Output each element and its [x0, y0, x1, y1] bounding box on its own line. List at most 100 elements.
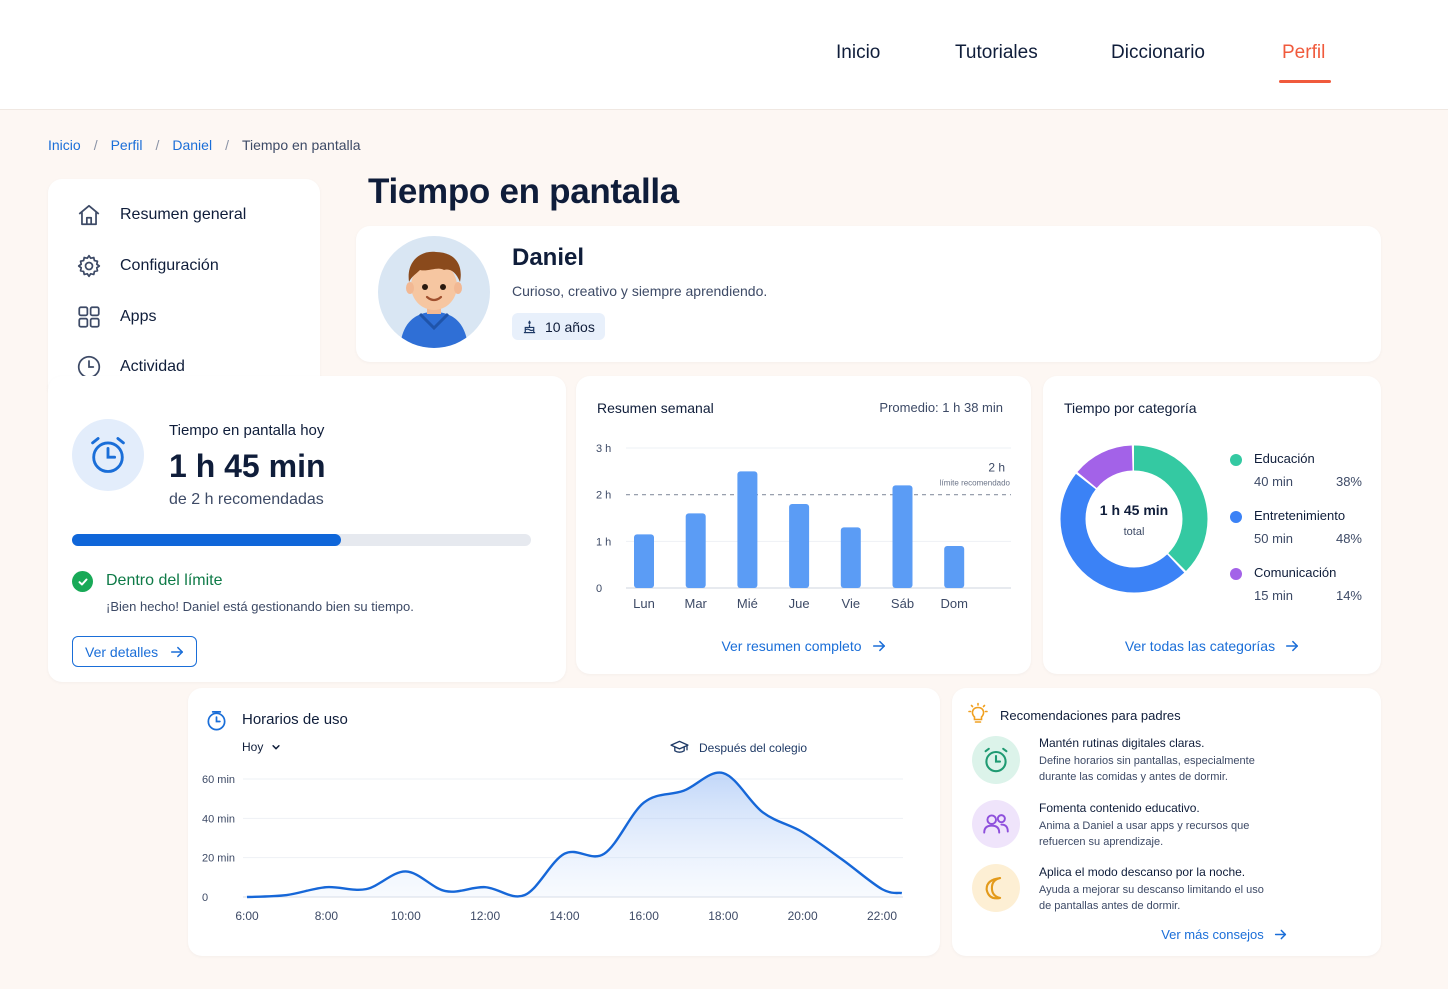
legend-name: Comunicación — [1254, 565, 1337, 580]
profile-card: Daniel Curioso, creativo y siempre apren… — [356, 226, 1381, 362]
nav-perfil[interactable]: Perfil — [1282, 42, 1326, 63]
donut-center-value: 1 h 45 min — [1099, 502, 1169, 518]
rec-line: Define horarios sin pantallas, especialm… — [1039, 755, 1255, 767]
today-screen-time-card: Tiempo en pantalla hoy 1 h 45 min de 2 h… — [48, 376, 566, 682]
bar-vie — [840, 527, 861, 588]
today-value: 1 h 45 min — [169, 448, 326, 484]
nav-inicio[interactable]: Inicio — [836, 42, 881, 63]
chevron-down-icon — [272, 745, 281, 750]
y-tick-label: 20 min — [202, 853, 235, 865]
legend-time: 50 min — [1254, 531, 1294, 546]
breadcrumb-perfil[interactable]: Perfil — [110, 137, 143, 153]
legend-name: Educación — [1254, 451, 1315, 466]
breadcrumb-daniel[interactable]: Daniel — [172, 137, 213, 153]
limit-label: 2 h — [988, 461, 1005, 475]
rec-title: Fomenta contenido educativo. — [1039, 801, 1200, 815]
y-tick-label: 3 h — [596, 443, 611, 455]
sidebar-item-resumen-general[interactable]: Resumen general — [76, 202, 246, 228]
x-tick-label: 14:00 — [549, 909, 579, 923]
y-tick-label: 1 h — [596, 536, 611, 548]
legend-dot — [1230, 511, 1242, 523]
lightbulb-icon — [968, 702, 988, 723]
today-title: Tiempo en pantalla hoy — [169, 422, 325, 439]
arrow-right-icon — [1274, 929, 1286, 940]
rec-title: Mantén rutinas digitales claras. — [1039, 736, 1205, 750]
category-donut-chart — [1060, 445, 1208, 593]
sidebar-item-configuracion[interactable]: Configuración — [76, 253, 219, 279]
x-tick-label: Jue — [789, 596, 810, 611]
donut-center-label: total — [1123, 526, 1145, 538]
breadcrumb-current: Tiempo en pantalla — [241, 137, 361, 153]
weekly-title: Resumen semanal — [597, 400, 714, 416]
child-avatar-illustration — [400, 251, 468, 348]
bar-dom — [944, 546, 965, 588]
x-tick-label: 6:00 — [235, 909, 259, 923]
ver-todas-las-categorias-link[interactable]: Ver todas las categorías — [1125, 638, 1299, 654]
clock-icon — [207, 711, 226, 731]
rec-icon-circle — [972, 864, 1020, 912]
sidebar-item-apps[interactable]: Apps — [76, 304, 156, 330]
rec-line: refuercen su aprendizaje. — [1039, 836, 1164, 848]
category-title: Tiempo por categoría — [1064, 400, 1197, 416]
x-tick-label: Mar — [685, 596, 708, 611]
breadcrumb-inicio[interactable]: Inicio — [48, 137, 81, 153]
sidebar-item-label: Configuración — [120, 257, 219, 274]
day-selector[interactable]: Hoy — [242, 740, 281, 754]
rec-line: durante las comidas y antes de dormir. — [1039, 771, 1228, 783]
x-tick-label: 16:00 — [629, 909, 659, 923]
nav-diccionario[interactable]: Diccionario — [1111, 42, 1205, 63]
legend-dot — [1230, 568, 1242, 580]
y-tick-label: 40 min — [202, 813, 235, 825]
usage-line — [246, 771, 903, 899]
legend-percent: 14% — [1335, 588, 1362, 603]
age-label: 10 años — [545, 318, 595, 335]
legend-percent: 38% — [1335, 474, 1362, 489]
weekly-summary-card: Resumen semanal Promedio: 1 h 38 min 0 1 … — [576, 376, 1031, 674]
progress-fill — [72, 534, 342, 546]
x-tick-label: 12:00 — [470, 909, 500, 923]
x-tick-label: 20:00 — [788, 909, 818, 923]
nav-tutoriales[interactable]: Tutoriales — [955, 42, 1038, 63]
limit-caption: límite recomendado — [940, 479, 1011, 488]
ver-mas-consejos-link[interactable]: Ver más consejos — [1161, 927, 1287, 942]
nav-active-indicator — [1279, 80, 1331, 83]
home-icon — [78, 204, 100, 226]
legend-time: 40 min — [1254, 474, 1294, 489]
x-tick-label: Lun — [633, 596, 655, 611]
age-badge: 10 años — [512, 313, 605, 340]
arrow-right-icon — [1286, 640, 1299, 652]
recommendations-card: Recomendaciones para padres Mantén rutin… — [952, 688, 1381, 956]
breadcrumb-separator: / — [93, 137, 98, 153]
progress-track — [72, 534, 531, 546]
rec-line: Anima a Daniel a usar apps y recursos qu… — [1039, 820, 1250, 832]
ver-detalles-button[interactable]: Ver detalles — [72, 636, 198, 667]
bar-mar — [685, 513, 706, 588]
usage-title: Horarios de uso — [242, 711, 348, 728]
x-tick-label: 8:00 — [315, 909, 339, 923]
category-link-wrap: Ver todas las categorías — [1043, 638, 1381, 656]
sidebar-item-label: Actividad — [120, 358, 185, 375]
weekly-link-wrap: Ver resumen completo — [576, 638, 1031, 656]
y-tick-label: 60 min — [202, 774, 235, 786]
weekly-bar-chart: 0 1 h 2 h 3 h 2 h límite recomendado Lun Mar Mié… — [596, 443, 1011, 611]
rec-line: Ayuda a mejorar su descanso limitando el… — [1039, 884, 1264, 896]
bar-mié — [737, 471, 758, 588]
x-tick-label: 18:00 — [708, 909, 738, 923]
y-tick-label: 2 h — [596, 490, 611, 502]
recommendations-title: Recomendaciones para padres — [1000, 708, 1181, 723]
legend-time: 15 min — [1254, 588, 1294, 603]
bar-sáb — [892, 485, 913, 588]
bar-jue — [789, 504, 810, 588]
graduation-cap-icon — [670, 740, 689, 753]
y-tick-label: 0 — [202, 892, 208, 904]
legend-dot — [1230, 454, 1242, 466]
weekly-average: Promedio: 1 h 38 min — [879, 400, 1003, 415]
usage-area-chart: 0 20 min 40 min 60 min 6:00 8:00 10:00 12:00 14:… — [202, 771, 903, 923]
alarm-clock-icon — [984, 747, 1008, 773]
rec-icon-circle — [972, 736, 1020, 784]
ver-resumen-completo-link[interactable]: Ver resumen completo — [721, 638, 885, 654]
rec-link-wrap: Ver más consejos — [952, 926, 1448, 944]
sidebar: Resumen general Configuración Apps Activ… — [48, 179, 320, 399]
donut-slice-entretenimiento — [1060, 445, 1208, 593]
arrow-right-icon — [171, 646, 184, 657]
